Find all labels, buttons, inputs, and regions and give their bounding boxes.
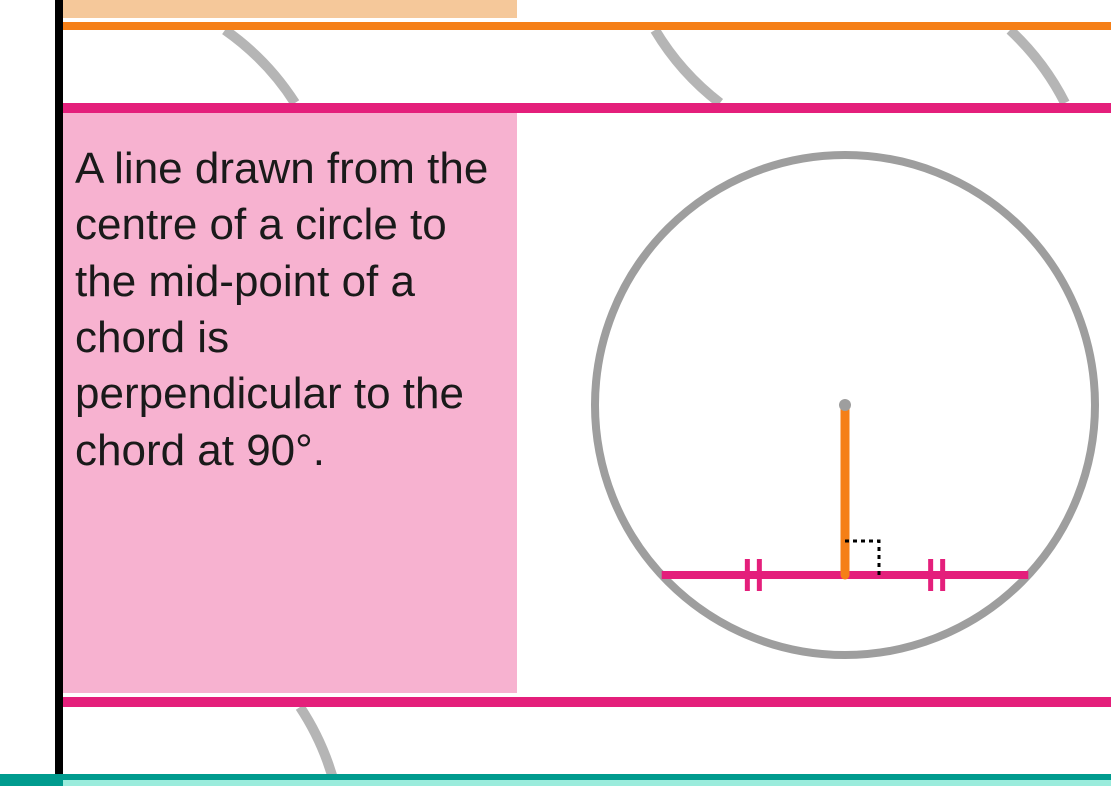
right-angle-marker (845, 541, 879, 575)
magenta-stripe-bottom (63, 697, 1111, 707)
center-dot (839, 399, 851, 411)
mint-block (63, 780, 1111, 786)
chord-perpendicular-diagram (0, 0, 1111, 786)
